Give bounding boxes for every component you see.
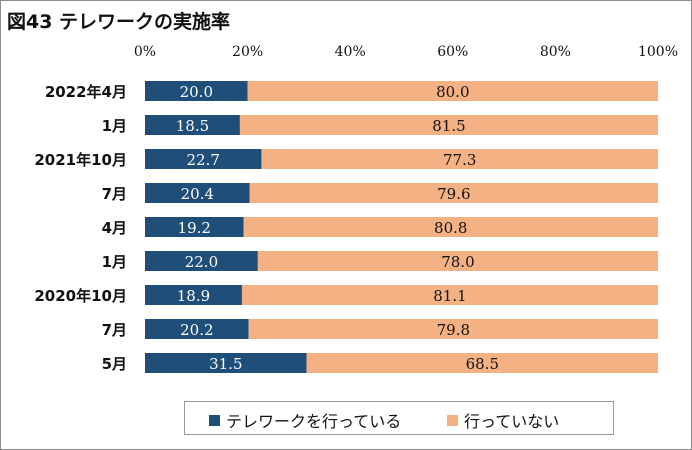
x-tick-label: 20% <box>232 44 263 60</box>
category-label: 7月 <box>102 185 127 203</box>
data-label-teleworking: 20.4 <box>181 185 214 203</box>
chart-title: 図43 テレワークの実施率 <box>7 11 231 33</box>
data-label-teleworking: 22.0 <box>185 253 218 271</box>
bar-not-teleworking <box>257 251 658 271</box>
bar-teleworking <box>145 353 307 373</box>
bar-teleworking <box>145 319 249 339</box>
category-label: 2020年10月 <box>34 287 127 305</box>
bar-not-teleworking <box>247 81 658 101</box>
category-label: 4月 <box>102 219 127 237</box>
data-label-teleworking: 22.7 <box>187 151 220 169</box>
legend-item-teleworking: テレワークを行っている <box>209 408 401 432</box>
data-label-not-teleworking: 79.6 <box>437 185 470 203</box>
category-label: 1月 <box>102 117 127 135</box>
bar-teleworking <box>145 149 262 169</box>
x-tick-label: 60% <box>437 44 468 60</box>
data-label-not-teleworking: 79.8 <box>437 321 470 339</box>
legend-item-not-teleworking: 行っていない <box>447 408 559 432</box>
data-label-teleworking: 31.5 <box>209 355 242 373</box>
data-label-not-teleworking: 68.5 <box>466 355 499 373</box>
bar-teleworking <box>145 183 250 203</box>
bar-teleworking <box>145 81 248 101</box>
x-tick-label: 80% <box>540 44 571 60</box>
category-label: 2021年10月 <box>34 151 127 169</box>
data-label-teleworking: 20.0 <box>180 83 213 101</box>
data-label-not-teleworking: 78.0 <box>441 253 474 271</box>
bar-not-teleworking <box>241 285 658 305</box>
data-label-teleworking: 19.2 <box>178 219 211 237</box>
bar-teleworking <box>145 251 258 271</box>
category-label: 1月 <box>102 253 127 271</box>
x-tick-label: 0% <box>134 44 156 60</box>
x-tick-label: 100% <box>638 44 678 60</box>
bar-teleworking <box>145 285 242 305</box>
bar-teleworking <box>145 115 240 135</box>
category-label: 7月 <box>102 321 127 339</box>
x-tick-label: 40% <box>335 44 366 60</box>
bar-not-teleworking <box>249 183 659 203</box>
data-label-not-teleworking: 77.3 <box>443 151 476 169</box>
data-label-teleworking: 18.9 <box>177 287 210 305</box>
category-label: 5月 <box>102 355 127 373</box>
legend-label-teleworking: テレワークを行っている <box>226 412 402 431</box>
data-label-teleworking: 18.5 <box>176 117 209 135</box>
data-label-not-teleworking: 80.0 <box>436 83 469 101</box>
data-label-not-teleworking: 81.1 <box>433 287 466 305</box>
bar-not-teleworking <box>261 149 658 169</box>
bar-teleworking <box>145 217 244 237</box>
data-label-teleworking: 20.2 <box>180 321 213 339</box>
bar-not-teleworking <box>306 353 658 373</box>
chart-legend: テレワークを行っている 行っていない <box>184 401 614 435</box>
data-label-not-teleworking: 80.8 <box>434 219 467 237</box>
legend-swatch-teleworking <box>209 414 220 426</box>
bar-not-teleworking <box>243 217 658 237</box>
legend-label-not-teleworking: 行っていない <box>464 412 560 431</box>
legend-swatch-not-teleworking <box>447 414 458 426</box>
category-label: 2022年4月 <box>45 83 127 101</box>
data-label-not-teleworking: 81.5 <box>432 117 465 135</box>
bar-not-teleworking <box>239 115 658 135</box>
bar-not-teleworking <box>248 319 658 339</box>
